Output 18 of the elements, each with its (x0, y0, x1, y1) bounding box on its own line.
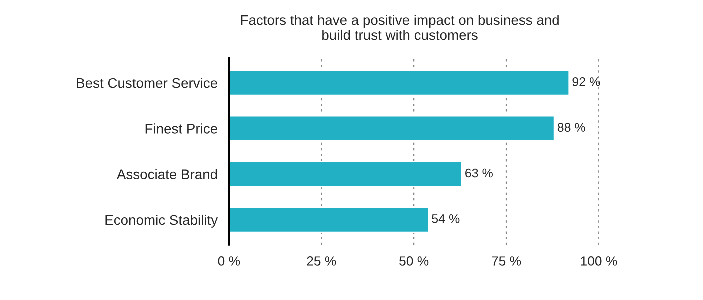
x-tick-label: 25 % (307, 256, 336, 266)
x-tick-label: 75 % (492, 256, 522, 266)
x-tick-label: 0 % (218, 256, 240, 266)
x-tick-label: 100 % (581, 256, 618, 266)
chart-title: Factors that have a positive impact on business and build trust with customers (241, 15, 559, 40)
y-tick-label: Associate Brand (116, 169, 218, 180)
data-label: 63 % (466, 168, 493, 178)
bar (229, 161, 463, 188)
x-tick-label: 50 % (400, 256, 429, 266)
data-label: 88 % (558, 123, 586, 132)
data-label: 92 % (572, 78, 600, 86)
bar (229, 70, 570, 96)
y-tick-label: Best Customer Service (77, 78, 218, 88)
bar (229, 206, 430, 234)
bar (229, 115, 556, 142)
y-tick-label: Economic Stability (106, 214, 218, 228)
y-tick-label: Finest Price (146, 124, 218, 134)
data-label: 54 % (432, 214, 460, 224)
